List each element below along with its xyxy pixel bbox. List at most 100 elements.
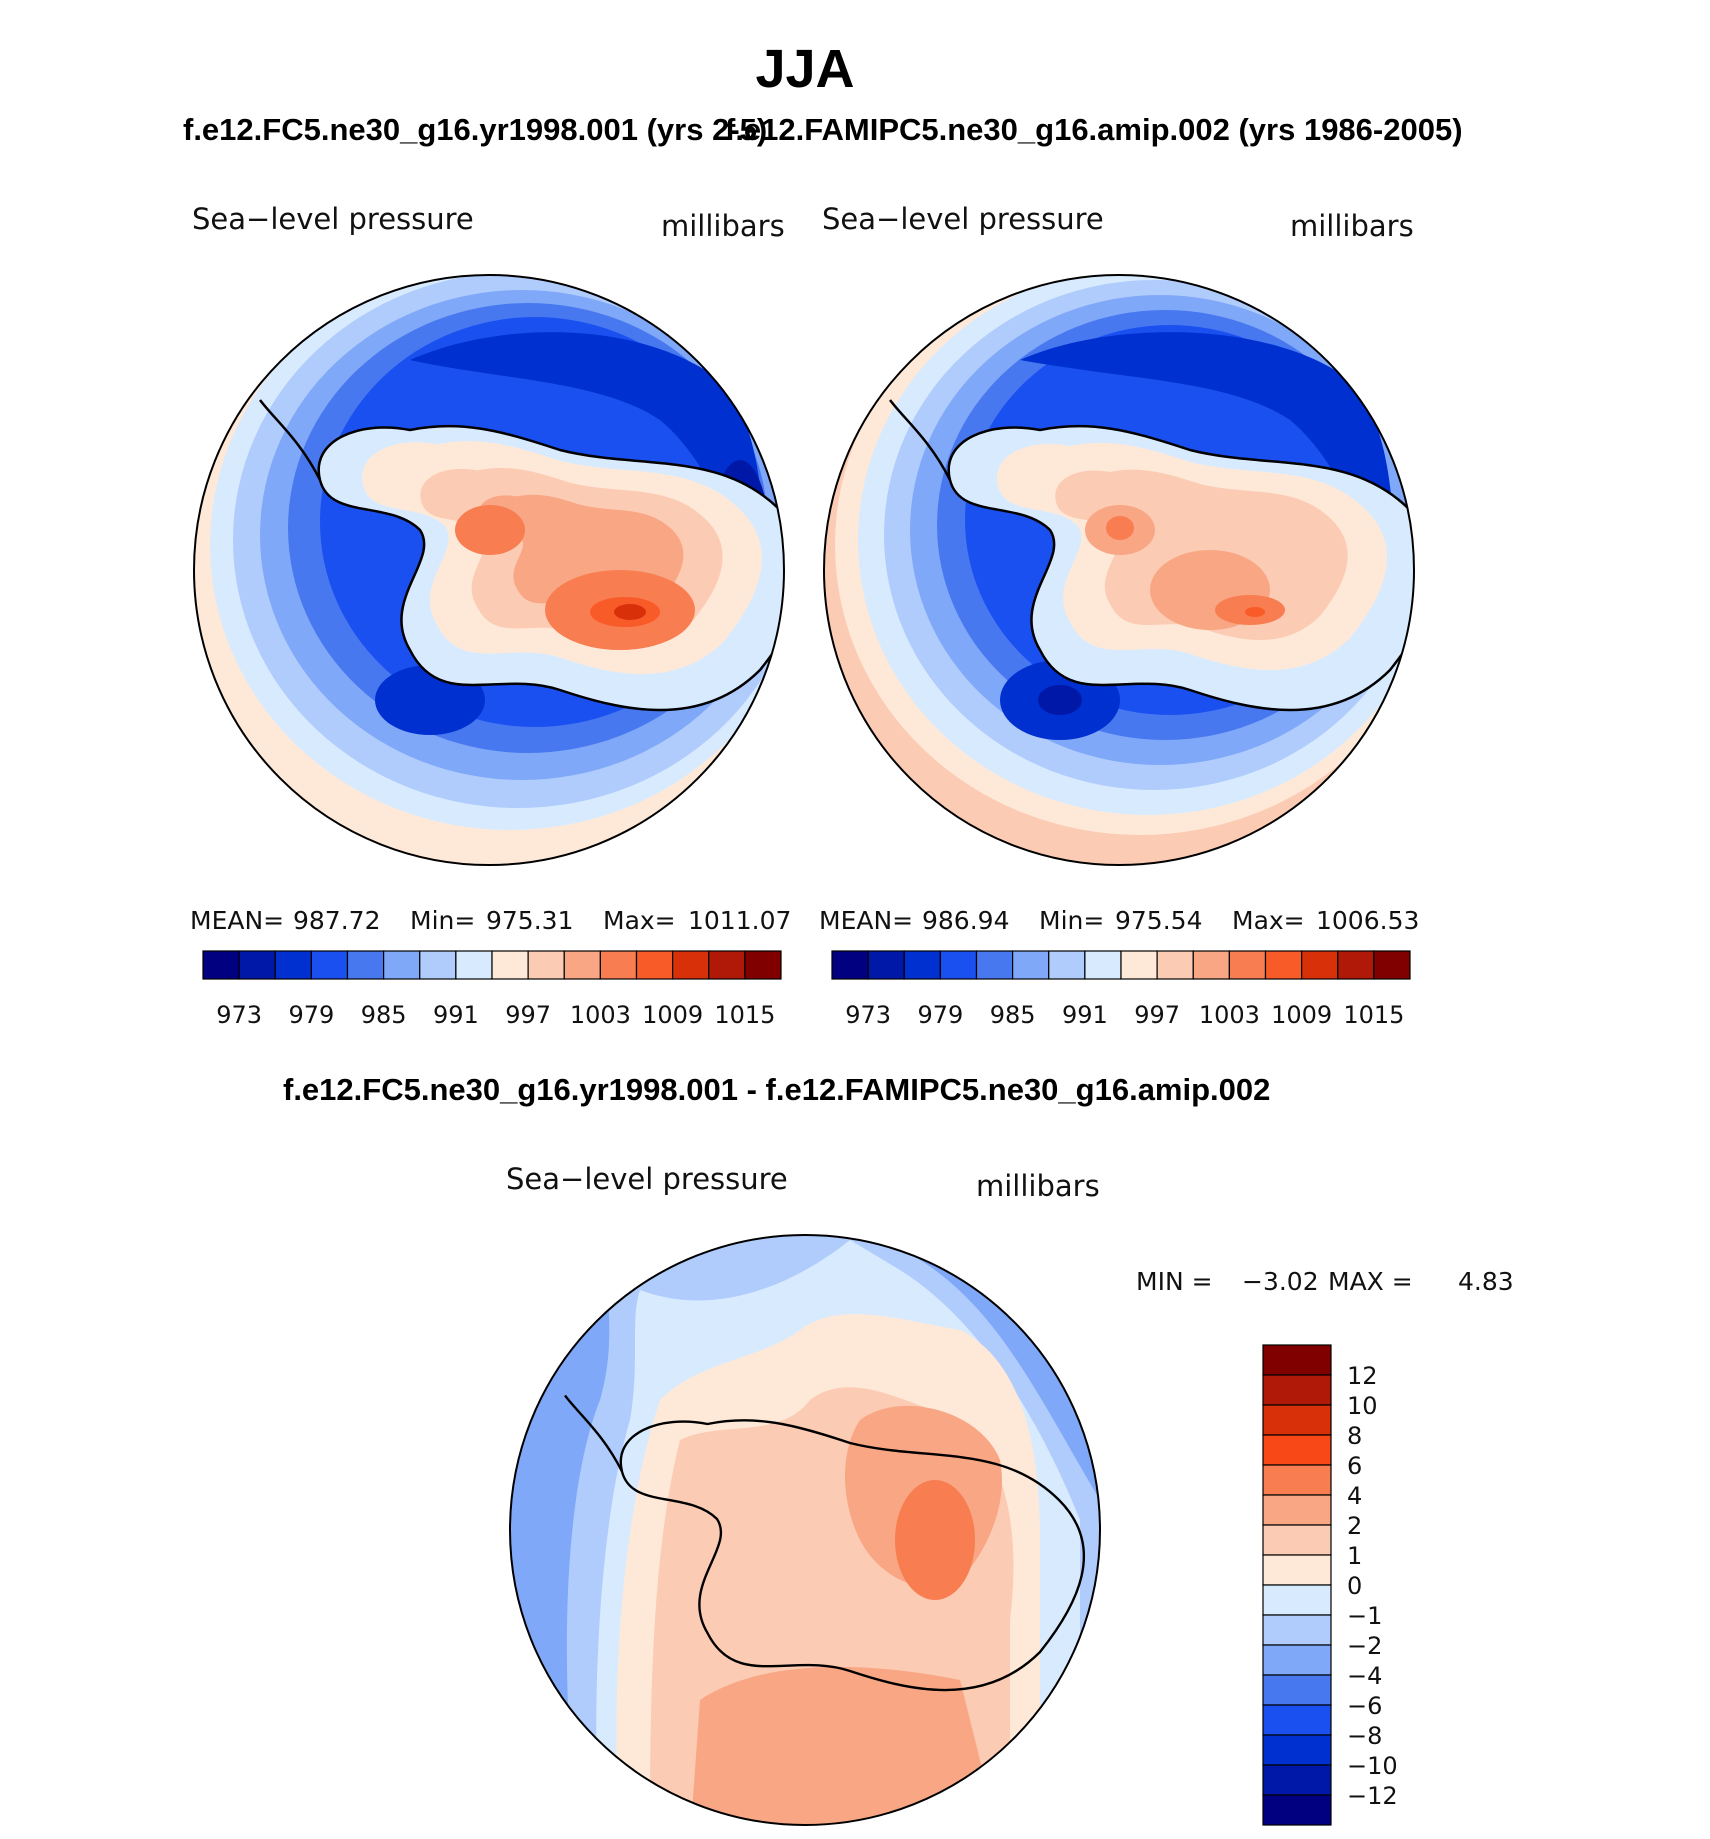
colorbar3-swatch <box>1262 1734 1332 1766</box>
colorbar1-tick-label: 1003 <box>570 1001 631 1029</box>
colorbar2-tick-label: 1015 <box>1343 1001 1404 1029</box>
colorbar3-swatch <box>1262 1764 1332 1796</box>
colorbar2-swatch <box>975 950 1014 980</box>
colorbar1-swatch <box>708 950 746 980</box>
map1-border <box>193 274 785 866</box>
colorbar2-swatch <box>867 950 905 980</box>
map2-land-max-2 <box>1106 516 1134 540</box>
colorbar3-swatch <box>1262 1644 1332 1676</box>
panel2-mean-label: MEAN= <box>819 906 914 935</box>
colorbar1-tick-label: 1015 <box>714 1001 775 1029</box>
panel1-variable-label: Sea−level pressure <box>192 202 474 236</box>
colorbar2-swatch <box>1301 950 1339 980</box>
colorbar2-swatch <box>1192 950 1230 980</box>
colorbar-panel-2: 973 979 985 991 997 1003 1009 1015 <box>831 950 1411 1029</box>
panel2-min-label: Min= <box>1039 906 1105 935</box>
colorbar3-swatch <box>1262 1704 1332 1736</box>
colorbar1-swatch <box>672 950 710 980</box>
colorbar2-swatch <box>1373 950 1411 980</box>
diff-border <box>509 1234 1101 1826</box>
map2-low-south-core <box>1038 685 1082 715</box>
colorbar3-tick-label: 2 <box>1347 1512 1362 1540</box>
panel2-min-value: 975.54 <box>1115 906 1203 935</box>
colorbar1-tick-label: 1009 <box>642 1001 703 1029</box>
colorbar2-swatch <box>903 950 941 980</box>
colorbar3-tick-label: −4 <box>1347 1662 1382 1690</box>
colorbar3-swatch <box>1262 1374 1332 1406</box>
panel1-units-label: millibars <box>661 209 785 243</box>
colorbar1-tick-label: 973 <box>216 1001 262 1029</box>
map1-low-north <box>410 332 764 610</box>
map2-land-peak <box>1245 607 1265 617</box>
colorbar3-tick-label: 4 <box>1347 1482 1362 1510</box>
colorbar2-tick-label: 985 <box>990 1001 1036 1029</box>
colorbar3-tick-label: −2 <box>1347 1632 1382 1660</box>
colorbar1-swatch <box>599 950 638 980</box>
colorbar3-tick-label: −6 <box>1347 1692 1382 1720</box>
colorbar1-tick-label: 997 <box>505 1001 551 1029</box>
colorbar2-swatch <box>1264 950 1303 980</box>
diff-max-label: MAX = <box>1328 1267 1413 1296</box>
colorbar3-tick-label: −12 <box>1347 1782 1398 1810</box>
colorbar3-swatch <box>1262 1794 1332 1826</box>
colorbar3-swatch <box>1262 1674 1332 1706</box>
colorbar2-tick-label: 991 <box>1062 1001 1108 1029</box>
colorbar3-tick-label: −8 <box>1347 1722 1382 1750</box>
colorbar1-swatch <box>744 950 782 980</box>
panel2-variable-label: Sea−level pressure <box>822 202 1104 236</box>
map2-peninsula <box>889 399 952 481</box>
colorbar3-tick-label: −10 <box>1347 1752 1398 1780</box>
colorbar3-tick-label: 6 <box>1347 1452 1362 1480</box>
colorbar3-tick-label: 0 <box>1347 1572 1362 1600</box>
map1-land-max-2 <box>455 505 525 555</box>
colorbar3-swatch <box>1262 1464 1332 1496</box>
colorbar1-swatch <box>527 950 565 980</box>
colorbar2-swatch <box>1228 950 1267 980</box>
colorbar1-swatch <box>238 950 276 980</box>
colorbar2-tick-label: 973 <box>845 1001 891 1029</box>
colorbar1-swatch <box>635 950 674 980</box>
colorbar2-swatch <box>831 950 869 980</box>
colorbar3-swatch <box>1262 1614 1332 1646</box>
map-panel-2 <box>824 275 1414 865</box>
colorbar3-tick-label: 1 <box>1347 1542 1362 1570</box>
colorbar3-swatch <box>1262 1344 1332 1376</box>
diff-min-label: MIN = <box>1136 1267 1213 1296</box>
colorbar2-swatch <box>1048 950 1086 980</box>
colorbar2-tick-label: 1009 <box>1271 1001 1332 1029</box>
panel1-mean-label: MEAN= <box>190 906 285 935</box>
colorbar2-swatch <box>1156 950 1194 980</box>
map-panel-1 <box>194 275 784 865</box>
panel1-min-label: Min= <box>410 906 476 935</box>
map2-border <box>823 274 1415 866</box>
panel1-case-title: f.e12.FC5.ne30_g16.yr1998.001 (yrs 2-5) <box>183 112 768 147</box>
diff-variable-label: Sea−level pressure <box>506 1162 788 1196</box>
map-panel-diff <box>510 1235 1100 1825</box>
diff-max-value: 4.83 <box>1458 1267 1514 1296</box>
colorbar1-swatch <box>310 950 349 980</box>
map1-land-peak-core <box>614 604 646 620</box>
diff-min-value: −3.02 <box>1242 1267 1319 1296</box>
colorbar2-swatch <box>1120 950 1158 980</box>
colorbar3-tick-label: 12 <box>1347 1362 1378 1390</box>
colorbar1-tick-label: 991 <box>433 1001 479 1029</box>
colorbar1-swatch <box>563 950 601 980</box>
colorbar2-swatch <box>1084 950 1122 980</box>
colorbar3-tick-label: 8 <box>1347 1422 1362 1450</box>
diff-peninsula <box>564 1394 624 1473</box>
colorbar3-swatch <box>1262 1494 1332 1526</box>
colorbar3-swatch <box>1262 1554 1332 1586</box>
diff-band-3-south <box>690 1666 1000 1825</box>
colorbar2-swatch <box>939 950 978 980</box>
colorbar2-tick-label: 979 <box>917 1001 963 1029</box>
colorbar1-swatch <box>419 950 457 980</box>
map2-low-north <box>1020 332 1394 610</box>
panel1-max-value: 1011.07 <box>688 906 792 935</box>
colorbar1-swatch <box>455 950 493 980</box>
panel1-max-label: Max= <box>603 906 676 935</box>
diff-band-4 <box>895 1480 975 1600</box>
panel2-case-title: f.e12.FAMIPC5.ne30_g16.amip.002 (yrs 198… <box>725 112 1463 147</box>
diff-case-title: f.e12.FC5.ne30_g16.yr1998.001 - f.e12.FA… <box>283 1072 1271 1107</box>
